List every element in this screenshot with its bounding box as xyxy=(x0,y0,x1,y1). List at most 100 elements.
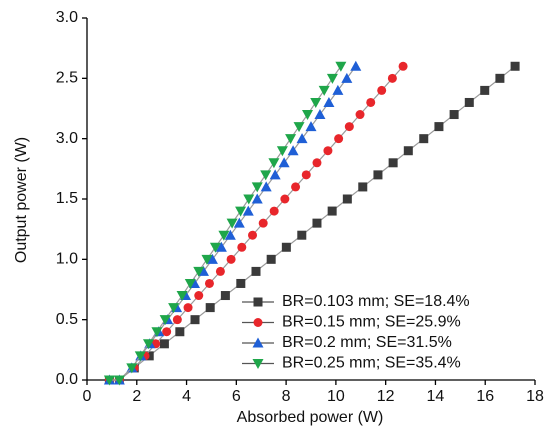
marker xyxy=(197,265,209,276)
marker xyxy=(251,266,261,276)
x-tick-label: 16 xyxy=(476,388,494,405)
marker xyxy=(312,218,322,228)
y-tick-label: 1.0 xyxy=(56,251,78,268)
x-tick-label: 4 xyxy=(182,388,191,405)
legend-marker xyxy=(252,337,264,348)
y-tick-label: 0.5 xyxy=(56,311,78,328)
marker xyxy=(268,158,280,169)
marker xyxy=(204,278,214,288)
legend-marker xyxy=(253,297,263,307)
marker xyxy=(318,85,330,96)
marker xyxy=(226,254,236,264)
y-tick-label: 3.0 xyxy=(56,9,78,26)
x-tick-label: 14 xyxy=(427,388,445,405)
marker xyxy=(220,291,230,301)
marker xyxy=(113,375,125,386)
marker xyxy=(285,134,297,145)
marker xyxy=(305,121,317,132)
marker xyxy=(103,375,115,386)
marker xyxy=(209,242,221,253)
x-tick-label: 0 xyxy=(83,388,92,405)
marker xyxy=(205,303,215,313)
marker xyxy=(297,230,307,240)
marker xyxy=(291,182,301,192)
marker xyxy=(323,96,335,107)
x-tick-label: 2 xyxy=(132,388,141,405)
marker xyxy=(258,218,268,228)
marker xyxy=(310,97,322,108)
marker xyxy=(251,182,263,193)
legend-label: BR=0.103 mm; SE=18.4% xyxy=(282,293,470,310)
legend-label: BR=0.2 mm; SE=31.5% xyxy=(282,334,452,351)
marker xyxy=(175,327,185,337)
marker xyxy=(403,146,413,156)
y-tick-label: 1.5 xyxy=(56,190,78,207)
marker xyxy=(293,122,305,133)
legend-marker xyxy=(253,318,263,327)
marker xyxy=(218,230,230,241)
marker xyxy=(366,97,376,107)
x-tick-label: 10 xyxy=(327,388,345,405)
marker xyxy=(159,339,169,349)
marker xyxy=(206,253,218,264)
marker xyxy=(235,206,247,217)
marker xyxy=(172,315,182,325)
x-tick-label: 8 xyxy=(282,388,291,405)
marker xyxy=(388,158,398,168)
marker xyxy=(387,73,397,83)
marker xyxy=(260,170,272,181)
series-line xyxy=(109,65,516,381)
marker xyxy=(510,61,520,71)
legend-marker xyxy=(252,359,264,369)
marker xyxy=(260,181,272,192)
marker xyxy=(335,61,347,72)
y-tick-label: 3.0 xyxy=(56,130,78,147)
marker xyxy=(377,85,387,95)
marker xyxy=(281,242,291,252)
marker xyxy=(350,60,362,71)
marker xyxy=(287,145,299,156)
marker xyxy=(296,133,308,144)
x-tick-label: 12 xyxy=(377,388,395,405)
y-axis-label: Output power (W) xyxy=(13,137,30,263)
marker xyxy=(183,303,193,313)
marker xyxy=(237,242,247,252)
marker xyxy=(301,170,311,180)
marker xyxy=(233,217,245,228)
marker xyxy=(242,205,254,216)
marker xyxy=(280,194,290,204)
marker xyxy=(326,73,338,84)
marker xyxy=(159,315,171,326)
marker xyxy=(332,84,344,95)
marker xyxy=(278,157,290,168)
marker xyxy=(168,303,180,314)
marker xyxy=(341,72,353,83)
marker xyxy=(194,291,204,301)
marker xyxy=(344,122,354,132)
marker xyxy=(134,351,146,362)
marker xyxy=(248,230,258,240)
marker xyxy=(464,97,474,107)
marker xyxy=(226,218,238,229)
marker xyxy=(176,291,188,302)
legend-label: BR=0.25 mm; SE=35.4% xyxy=(282,355,461,372)
x-tick-label: 6 xyxy=(232,388,241,405)
marker xyxy=(314,109,326,120)
marker xyxy=(398,61,408,71)
marker xyxy=(193,266,205,277)
marker xyxy=(419,134,429,144)
marker xyxy=(312,158,322,168)
marker xyxy=(269,206,279,216)
marker xyxy=(334,134,344,144)
y-tick-label: 0.0 xyxy=(56,371,78,388)
marker xyxy=(201,254,213,265)
marker xyxy=(266,254,276,264)
marker xyxy=(224,229,236,240)
legend-label: BR=0.15 mm; SE=25.9% xyxy=(282,314,461,331)
marker xyxy=(215,266,225,276)
series-line xyxy=(109,65,357,381)
marker xyxy=(190,315,200,325)
marker xyxy=(276,146,288,157)
marker xyxy=(162,327,172,337)
